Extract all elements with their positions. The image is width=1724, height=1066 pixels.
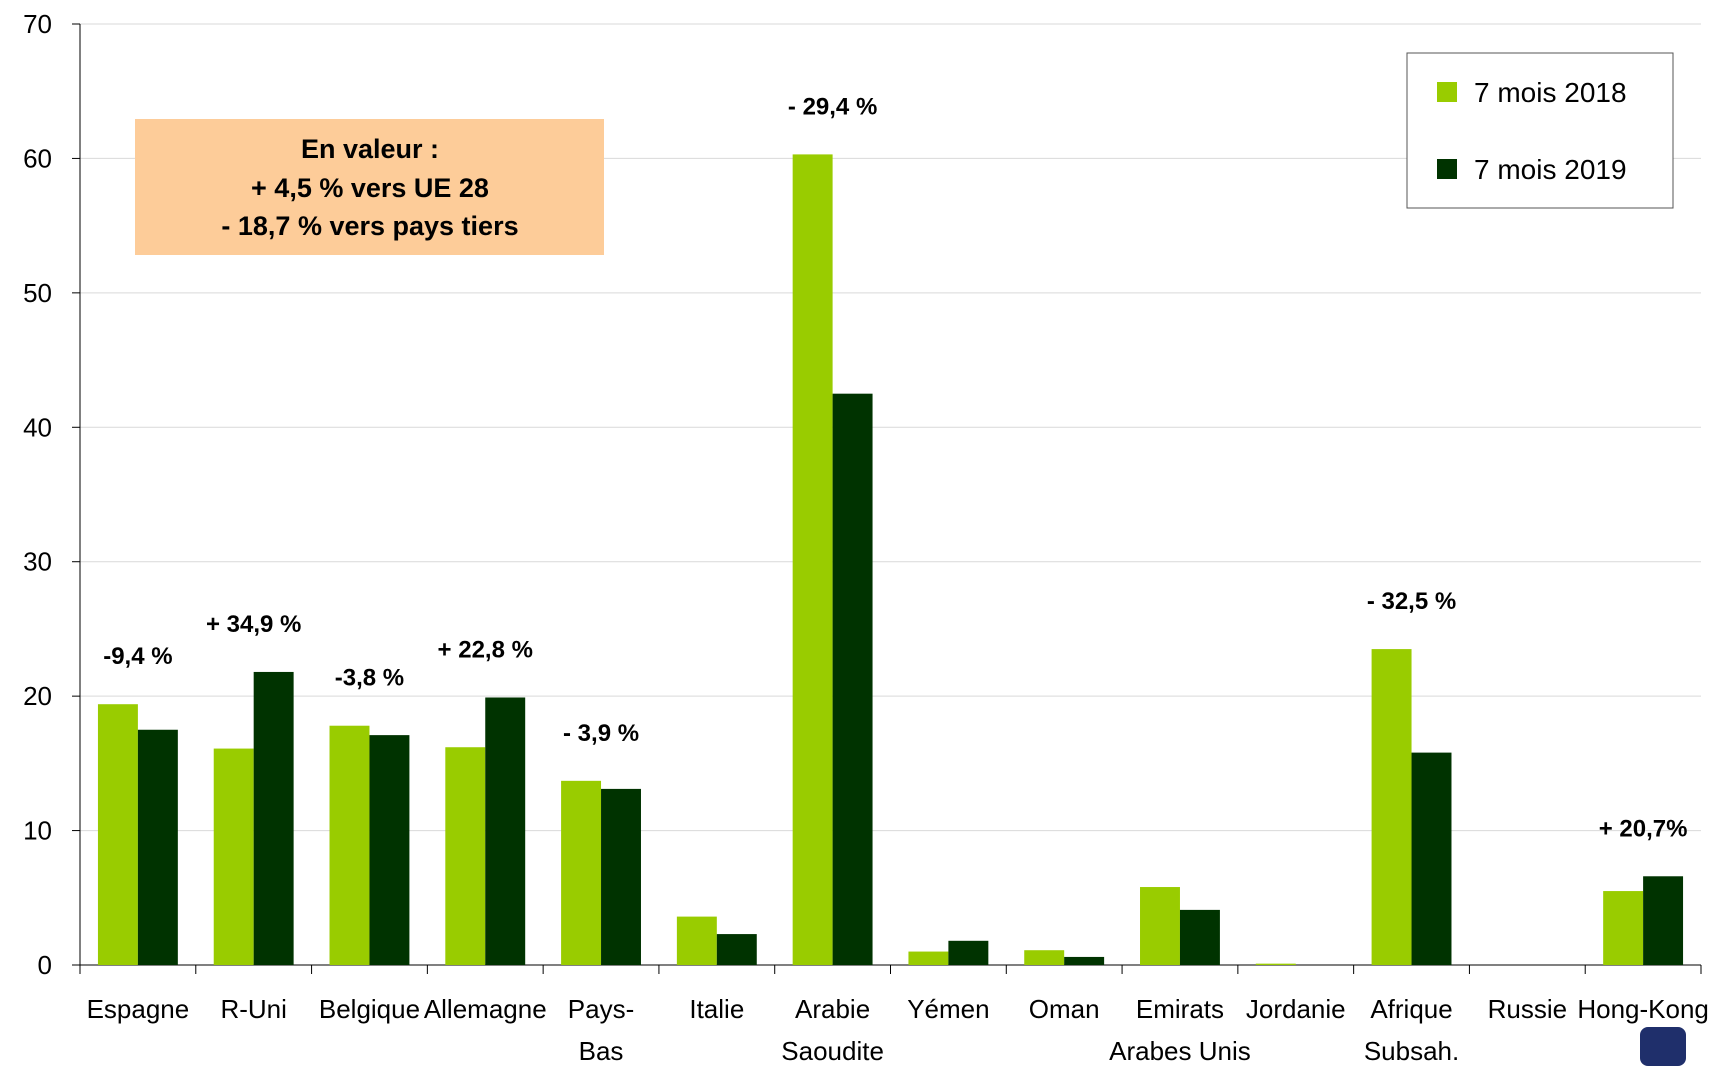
bar xyxy=(716,934,757,965)
x-tick-label: Pays-Bas xyxy=(568,994,634,1066)
bar xyxy=(213,748,254,965)
x-tick-label: Emirats Arabes Unis xyxy=(1109,994,1251,1066)
x-tick-label: Russie xyxy=(1488,994,1567,1024)
legend-box xyxy=(1406,52,1674,209)
bar xyxy=(1411,752,1452,965)
bar xyxy=(1064,956,1105,965)
x-tick-label: Jordanie xyxy=(1246,994,1346,1024)
bar xyxy=(908,951,949,965)
legend-label: 7 mois 2019 xyxy=(1474,154,1627,185)
annotation: + 20,7% xyxy=(1599,815,1688,842)
legend-swatch xyxy=(1437,159,1457,179)
bar xyxy=(561,780,602,965)
bar xyxy=(445,747,486,965)
bar xyxy=(1371,649,1412,965)
note-line: + 4,5 % vers UE 28 xyxy=(251,173,489,203)
x-tick-label: Italie xyxy=(689,994,744,1024)
legend-label: 7 mois 2018 xyxy=(1474,77,1627,108)
y-tick-label: 30 xyxy=(23,547,52,577)
bar xyxy=(329,725,370,965)
bar xyxy=(948,940,989,965)
annotation: + 34,9 % xyxy=(206,611,301,638)
bar xyxy=(601,788,641,965)
x-tick-label: Yémen xyxy=(907,994,989,1024)
bar xyxy=(832,393,873,965)
x-tick-label: Arabie Saoudite xyxy=(781,994,884,1066)
x-tick-label: Hong-Kong xyxy=(1577,994,1709,1024)
bar xyxy=(1179,909,1220,965)
note-line: En valeur : xyxy=(301,134,439,164)
annotation: -3,8 % xyxy=(335,665,404,692)
x-tick-label: Oman xyxy=(1029,994,1100,1024)
bar xyxy=(485,697,526,965)
y-tick-label: 50 xyxy=(23,278,52,308)
bar xyxy=(1255,963,1296,965)
y-tick-label: 40 xyxy=(23,412,52,442)
bar xyxy=(792,154,833,965)
bar xyxy=(1643,876,1684,965)
y-tick-label: 70 xyxy=(23,9,52,39)
bar xyxy=(369,735,410,965)
bar xyxy=(97,704,138,965)
annotation: - 32,5 % xyxy=(1367,588,1456,615)
x-tick-label: Afrique Subsah. xyxy=(1364,994,1459,1066)
annotation: - 3,9 % xyxy=(563,720,639,747)
bar xyxy=(676,916,717,965)
x-tick-label: Belgique xyxy=(319,994,420,1024)
bar xyxy=(1603,891,1644,965)
annotation: + 22,8 % xyxy=(438,636,533,663)
annotation: -9,4 % xyxy=(103,643,172,670)
bar xyxy=(1140,887,1180,965)
y-tick-label: 10 xyxy=(23,816,52,846)
annotation: - 29,4 % xyxy=(788,93,877,120)
y-tick-label: 60 xyxy=(23,143,52,173)
corner-icon xyxy=(1640,1027,1686,1066)
x-tick-label: Espagne xyxy=(87,994,190,1024)
y-tick-label: 0 xyxy=(38,950,52,980)
note-box xyxy=(135,119,604,255)
y-tick-label: 20 xyxy=(23,681,52,711)
x-tick-label: Allemagne xyxy=(424,994,547,1024)
legend-swatch xyxy=(1437,82,1457,102)
bar xyxy=(137,729,178,965)
bar xyxy=(1024,950,1065,965)
bar xyxy=(253,671,294,965)
x-tick-label: R-Uni xyxy=(220,994,286,1024)
note-line: - 18,7 % vers pays tiers xyxy=(221,211,518,241)
